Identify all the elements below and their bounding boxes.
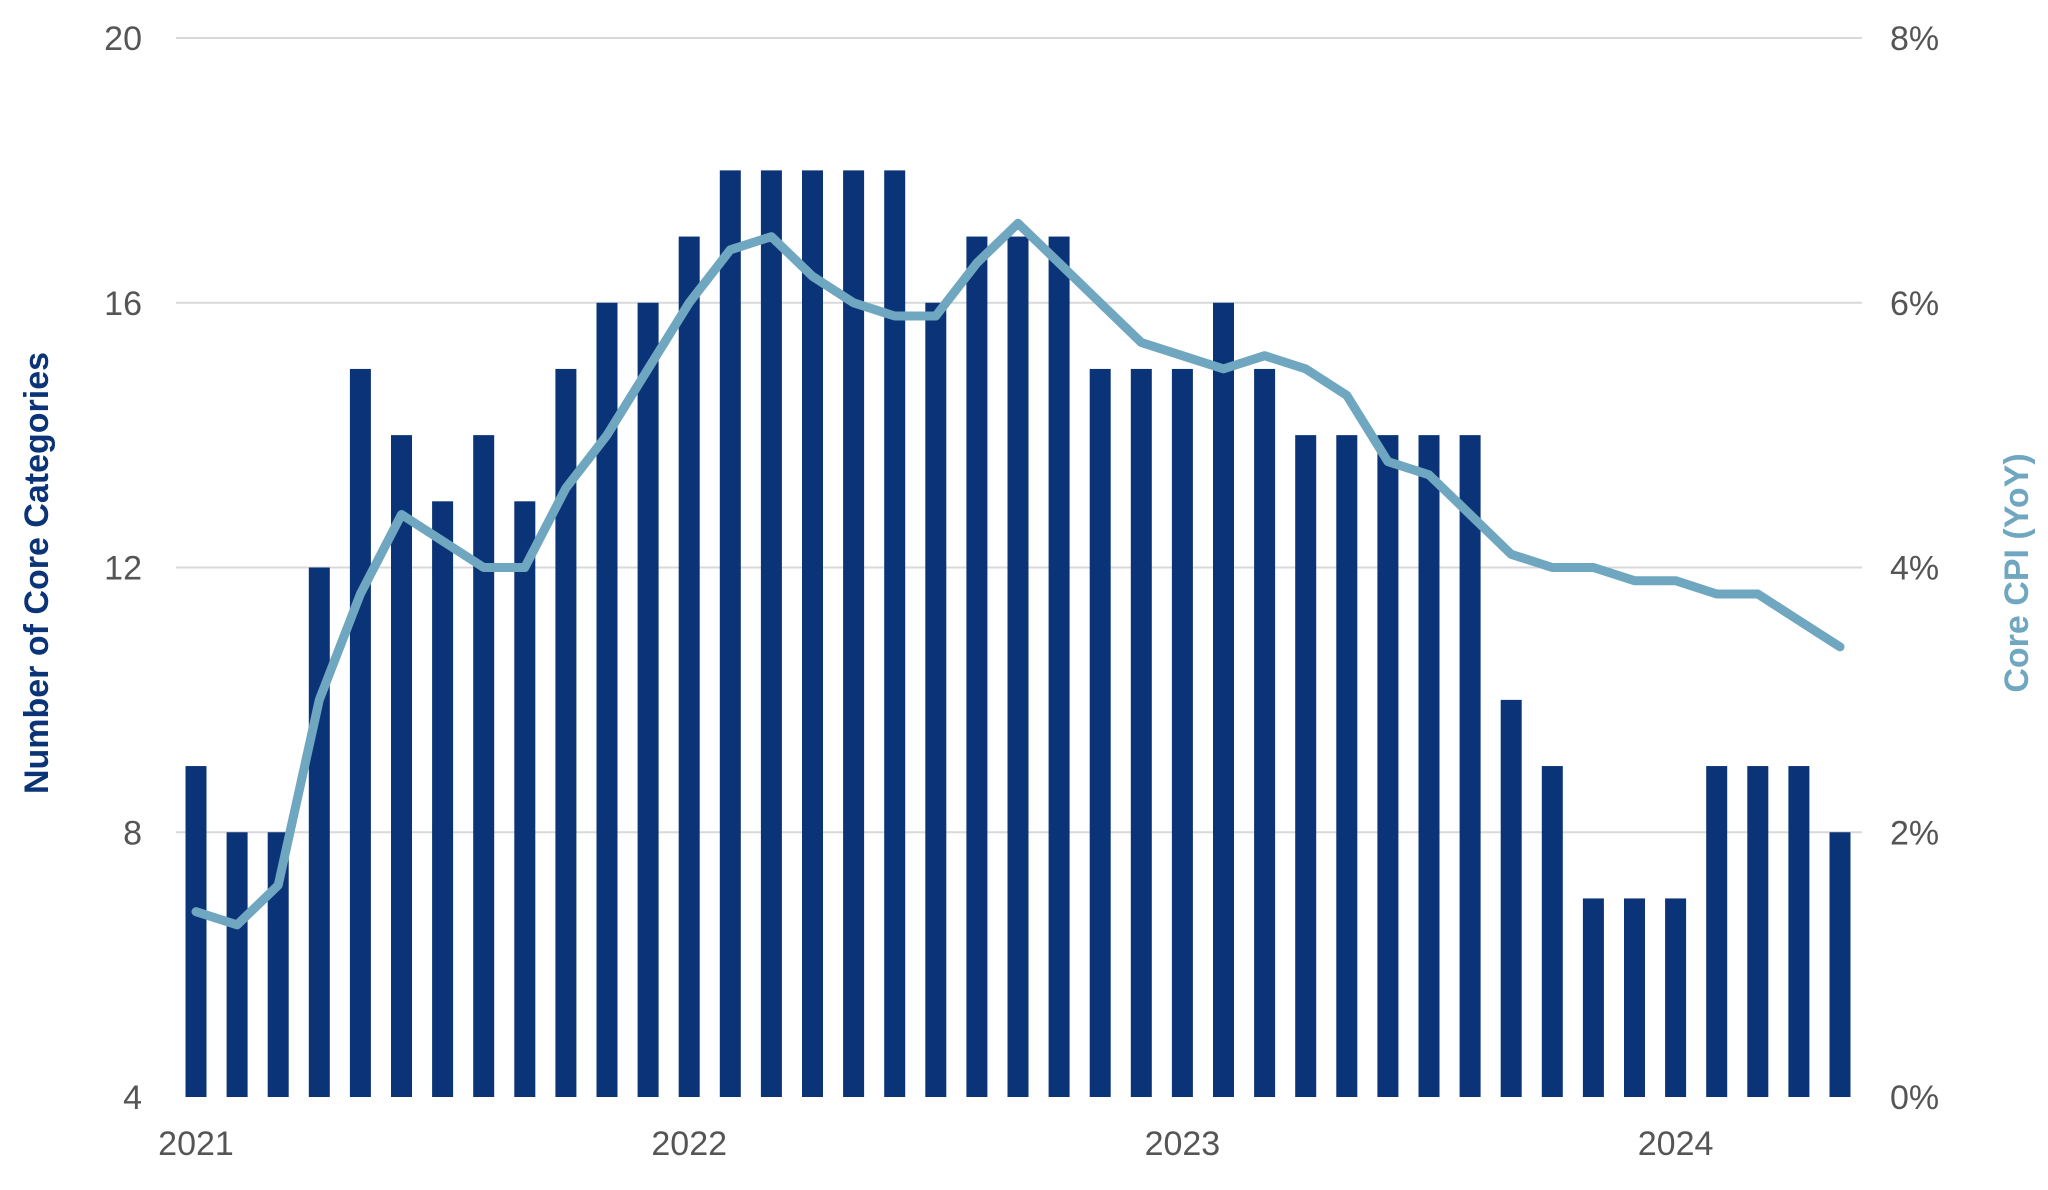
bar-2022-04 bbox=[802, 170, 823, 1097]
bar-2024-03 bbox=[1747, 766, 1769, 1097]
bar-2022-01 bbox=[678, 236, 700, 1097]
bar-2023-06 bbox=[1377, 435, 1399, 1097]
bar-2022-11 bbox=[1089, 368, 1111, 1097]
bar-2024-05 bbox=[1829, 832, 1851, 1097]
x-tick-label: 2023 bbox=[1145, 1125, 1221, 1163]
bar-2022-09 bbox=[1007, 236, 1029, 1097]
right-axis-title: Core CPI (YoY) bbox=[1998, 453, 2036, 692]
bar-2021-08 bbox=[473, 435, 495, 1097]
right-tick-label: 2% bbox=[1890, 814, 1939, 852]
bar-2024-02 bbox=[1706, 766, 1728, 1097]
bar-2021-07 bbox=[432, 501, 454, 1097]
core-cpi-line bbox=[191, 218, 1845, 930]
bar-2021-12 bbox=[637, 302, 659, 1097]
bar-2022-05 bbox=[843, 170, 865, 1097]
left-axis-ticks: 4 8 12 16 20 bbox=[104, 20, 142, 1117]
bar-2021-01 bbox=[185, 766, 207, 1097]
right-tick-label: 6% bbox=[1890, 285, 1939, 323]
bar-2024-04 bbox=[1788, 766, 1810, 1097]
bar-2021-11 bbox=[596, 302, 618, 1097]
bar-2023-08 bbox=[1459, 435, 1481, 1097]
bar-2023-01 bbox=[1171, 368, 1193, 1097]
bar-2023-07 bbox=[1418, 435, 1440, 1097]
bar-2023-09 bbox=[1500, 699, 1522, 1097]
bar-2021-05 bbox=[349, 368, 371, 1097]
left-tick-label: 16 bbox=[104, 285, 142, 323]
right-tick-label: 8% bbox=[1890, 20, 1939, 58]
bar-2023-04 bbox=[1295, 435, 1317, 1097]
left-tick-label: 20 bbox=[104, 20, 142, 58]
line-series bbox=[191, 218, 1845, 930]
bar-2023-02 bbox=[1213, 302, 1234, 1097]
bar-2022-07 bbox=[925, 302, 947, 1097]
x-tick-label: 2022 bbox=[651, 1125, 727, 1163]
bar-2024-01 bbox=[1665, 898, 1687, 1097]
bar-2021-06 bbox=[391, 435, 412, 1097]
bar-2023-03 bbox=[1254, 368, 1276, 1097]
bar-2023-11 bbox=[1582, 898, 1604, 1097]
bar-2022-10 bbox=[1048, 236, 1070, 1097]
bar-2022-12 bbox=[1130, 368, 1152, 1097]
bar-2021-04 bbox=[308, 567, 330, 1097]
bar-2023-10 bbox=[1541, 766, 1563, 1097]
bar-2022-06 bbox=[884, 170, 906, 1097]
left-tick-label: 12 bbox=[104, 550, 142, 588]
bar-2023-05 bbox=[1336, 435, 1358, 1097]
bar-2021-02 bbox=[226, 832, 248, 1097]
right-axis-ticks: 0% 2% 4% 6% 8% bbox=[1890, 20, 1939, 1117]
left-tick-label: 4 bbox=[123, 1079, 142, 1117]
bar-2022-03 bbox=[760, 170, 782, 1097]
right-tick-label: 4% bbox=[1890, 550, 1939, 588]
bar-2021-03 bbox=[267, 832, 289, 1097]
x-axis-ticks: 2021 2022 2023 2024 bbox=[158, 1125, 1713, 1163]
x-tick-label: 2024 bbox=[1638, 1125, 1714, 1163]
bar-2023-12 bbox=[1624, 898, 1645, 1097]
bar-2021-10 bbox=[555, 368, 577, 1097]
bar-2022-02 bbox=[719, 170, 741, 1097]
right-tick-label: 0% bbox=[1890, 1079, 1939, 1117]
bar-series bbox=[185, 170, 1851, 1097]
left-axis-title: Number of Core Categories bbox=[18, 352, 56, 794]
x-tick-label: 2021 bbox=[158, 1125, 234, 1163]
left-tick-label: 8 bbox=[123, 814, 142, 852]
bar-2022-08 bbox=[966, 236, 988, 1097]
bar-2021-09 bbox=[514, 501, 536, 1097]
